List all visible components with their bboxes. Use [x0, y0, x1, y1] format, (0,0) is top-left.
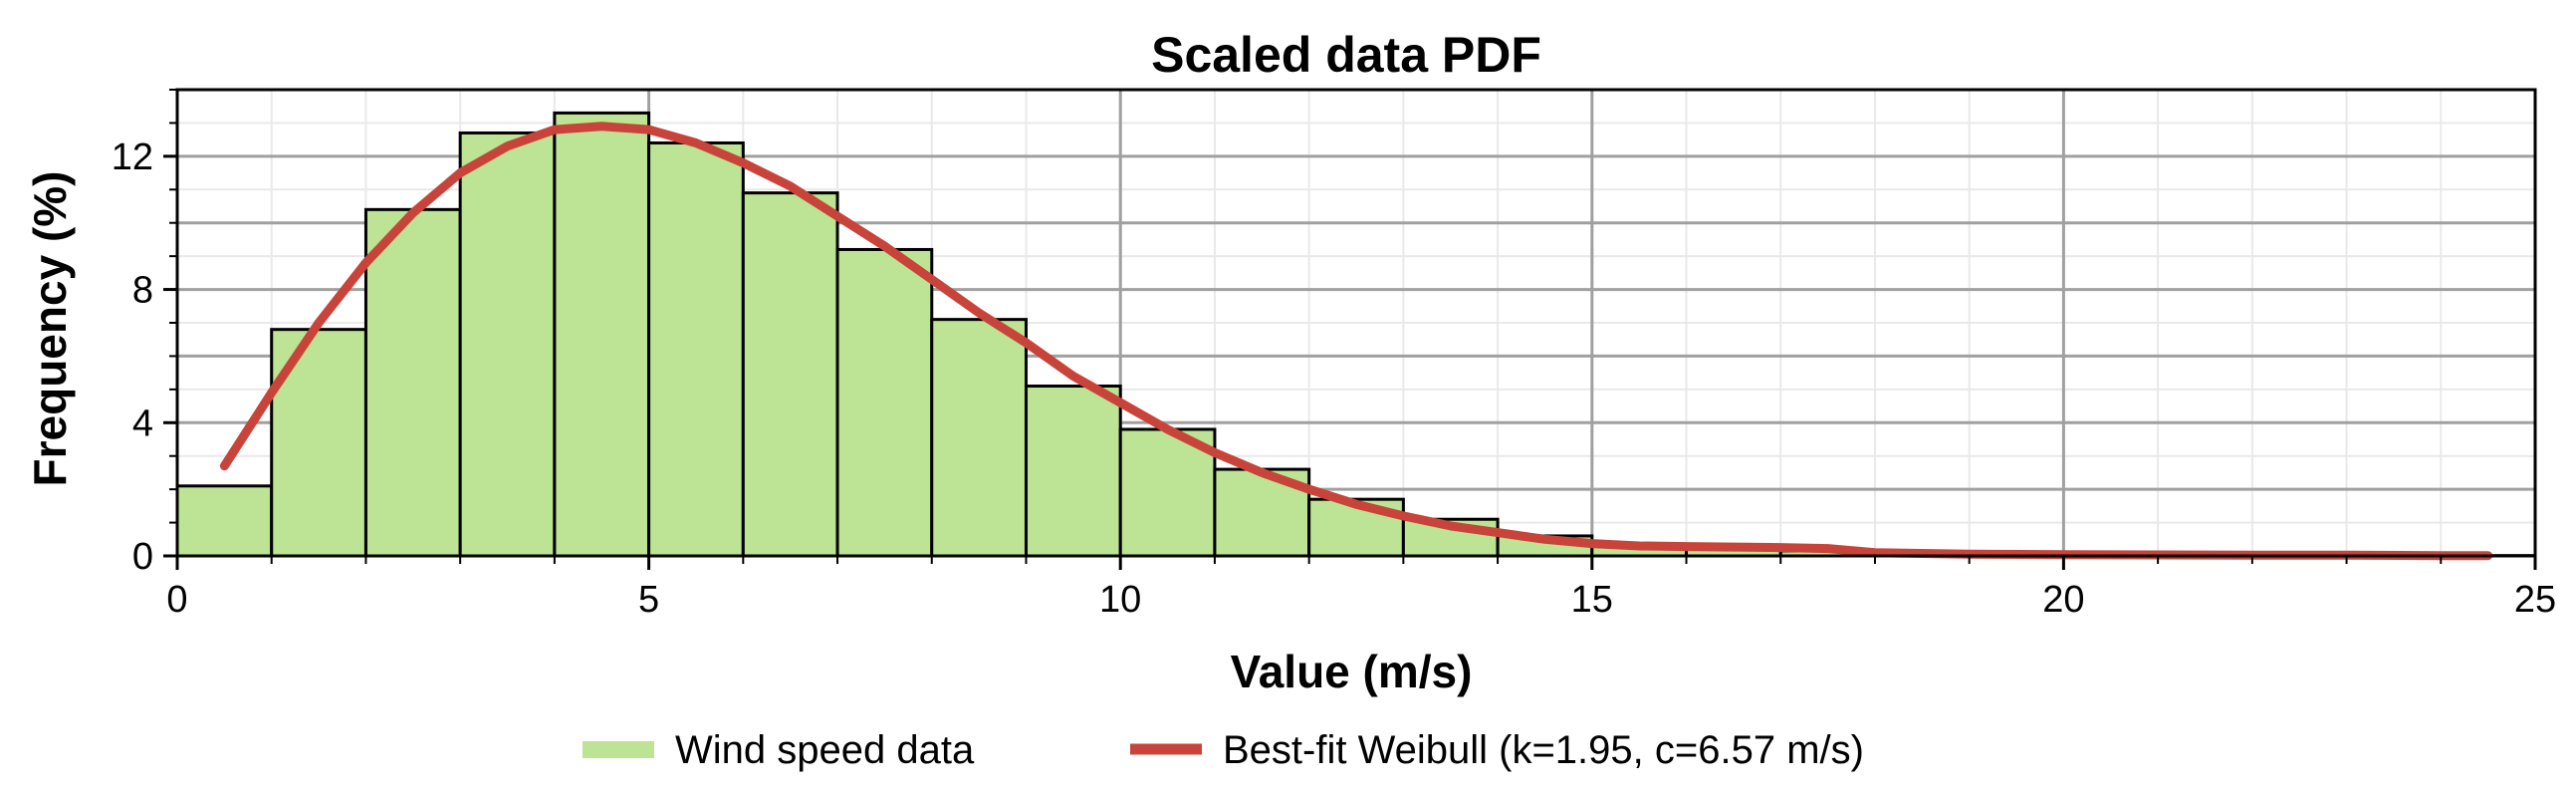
x-tick-label: 25: [2514, 579, 2556, 621]
histogram-bar: [1024, 385, 1122, 558]
chart-title: Scaled data PDF: [1151, 27, 1541, 83]
histogram-bar: [1118, 427, 1217, 558]
histogram-bar: [930, 318, 1028, 558]
histogram-bar: [363, 207, 462, 558]
histogram-bar: [835, 247, 934, 558]
y-tick-label: 12: [112, 136, 153, 178]
histogram-bar: [458, 131, 557, 558]
histogram-bars: [175, 111, 2537, 558]
x-tick-label: 5: [638, 579, 659, 621]
y-tick-label: 0: [132, 536, 153, 578]
histogram-bar: [175, 484, 274, 558]
y-axis-label: Frequency (%): [24, 171, 76, 487]
legend-label-best-fit-weibull: Best-fit Weibull (k=1.95, c=6.57 m/s): [1223, 728, 1864, 772]
x-tick-label: 0: [166, 579, 187, 621]
x-tick-label: 20: [2042, 579, 2084, 621]
weibull-curve-group: [219, 122, 2493, 561]
plot-area: 0 5 10 15 20 25 0 4 8 12: [112, 88, 2556, 621]
x-tick-label: 15: [1571, 579, 1613, 621]
legend-swatch-wind-speed-data: [583, 741, 654, 758]
axis-ticks: [163, 89, 2537, 570]
y-tick-label: 8: [132, 270, 153, 312]
x-tick-label: 10: [1099, 579, 1141, 621]
x-tick-labels: 0 5 10 15 20 25: [166, 579, 2556, 621]
histogram-bar: [741, 191, 839, 558]
histogram-bar: [270, 328, 367, 558]
histogram-bar: [647, 140, 745, 558]
histogram-bar: [553, 111, 651, 558]
x-axis-label: Value (m/s): [1231, 646, 1473, 697]
y-tick-labels: 0 4 8 12: [112, 136, 153, 578]
legend-label-wind-speed-data: Wind speed data: [675, 728, 975, 772]
legend: Wind speed data Best-fit Weibull (k=1.95…: [583, 728, 1864, 772]
weibull-curve-line: [219, 122, 2493, 561]
y-tick-label: 4: [132, 402, 153, 444]
